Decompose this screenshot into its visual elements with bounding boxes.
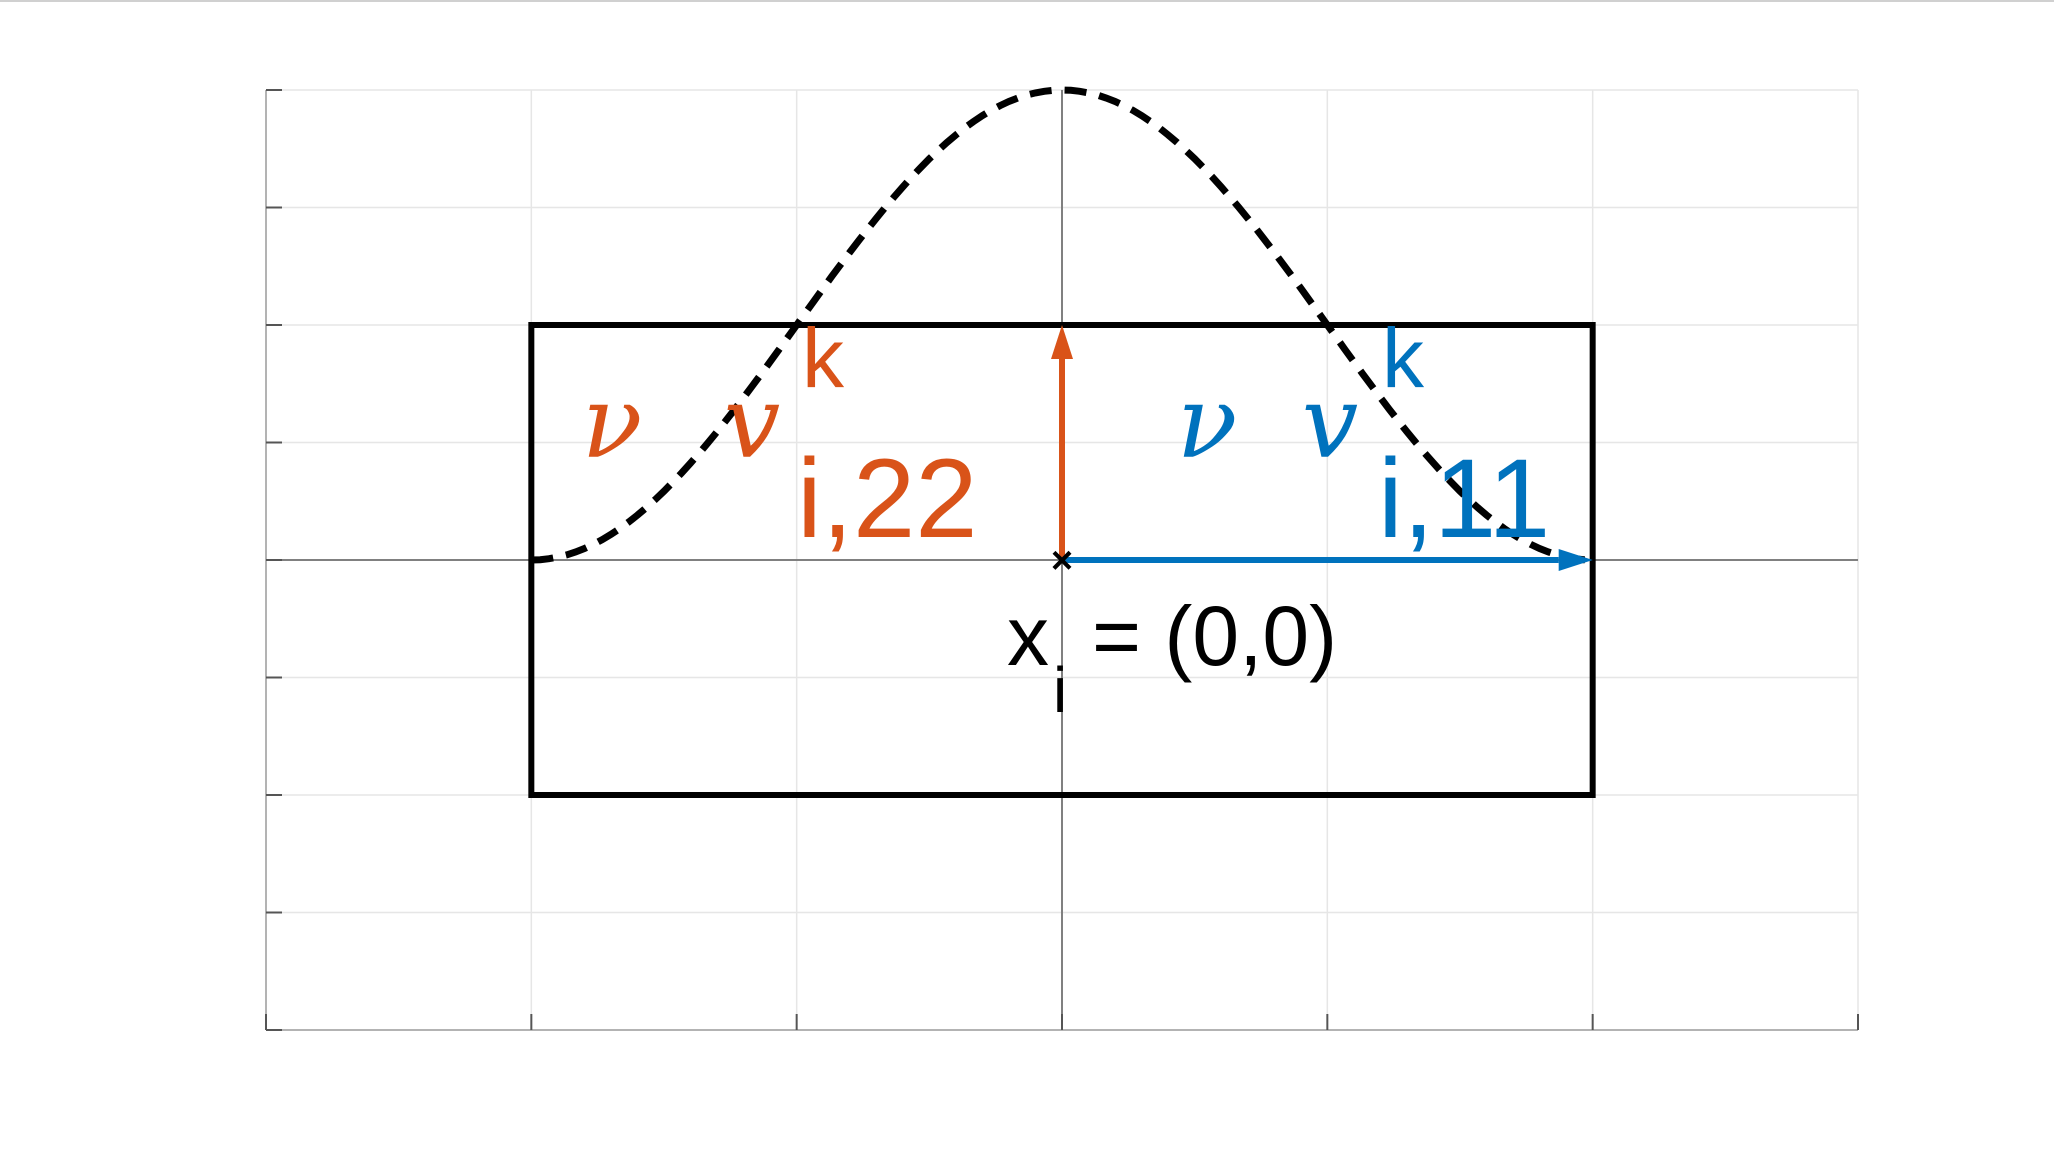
red-label-nu: ν [582,364,643,481]
axis-ticks [265,89,1859,1031]
origin-label-rest: = (0,0) [1092,589,1337,683]
red-arrow-head [1051,325,1073,359]
blue-label-nu: ν [1177,364,1238,481]
origin-marker: × [1051,540,1073,582]
blue-arrow-head [1558,549,1593,571]
red-label: ν v k i,22 [582,311,978,561]
origin-label-x: x [1007,589,1049,683]
blue-label: ν v k i,11 [1177,311,1551,561]
red-label-v: v [724,364,781,481]
red-arrow [1051,325,1073,560]
blue-label-sub: i,11 [1378,436,1550,561]
blue-arrow [1062,549,1593,571]
red-label-sub: i,22 [797,436,978,561]
origin-label: x i = (0,0) [1007,589,1337,726]
red-label-sup: k [802,311,845,405]
blue-label-v: v [1302,364,1359,481]
dashed-curve [531,86,1593,564]
blue-label-sup: k [1382,311,1425,405]
origin-label-sub: i [1053,654,1067,726]
